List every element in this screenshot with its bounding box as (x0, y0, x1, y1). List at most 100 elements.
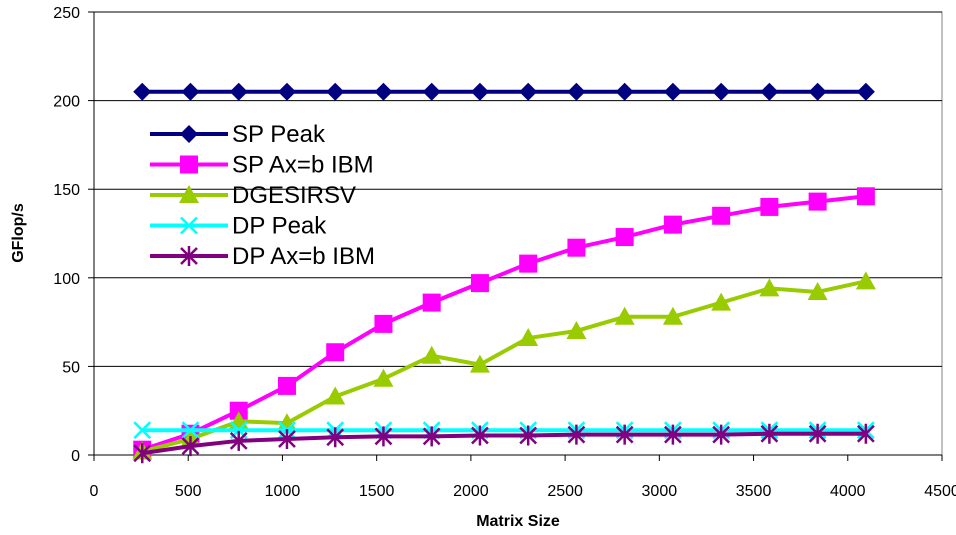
data-point (760, 197, 779, 216)
data-point (808, 423, 827, 444)
series-2 (132, 271, 876, 460)
legend-item: SP Ax=b IBM (150, 152, 374, 179)
data-point (711, 292, 732, 311)
data-point (856, 187, 875, 206)
data-point (229, 430, 248, 451)
legend-label: SP Ax=b IBM (232, 152, 374, 179)
data-point (277, 82, 296, 101)
data-point (181, 421, 200, 440)
data-point (229, 82, 248, 101)
y-axis-ticks: 0 50 100 150 200 250 (53, 5, 94, 465)
x-tick-label: 3500 (736, 483, 772, 500)
data-point (470, 274, 489, 293)
data-point (662, 306, 683, 325)
data-point (326, 82, 345, 101)
data-point (856, 82, 875, 101)
series-4 (133, 423, 875, 464)
data-point (325, 386, 346, 405)
y-tick-label: 0 (71, 448, 80, 465)
data-point (471, 425, 489, 446)
data-point (469, 354, 490, 373)
series-line (141, 431, 866, 456)
y-tick-label: 150 (53, 182, 80, 199)
legend-label: SP Peak (232, 121, 326, 148)
legend-marker (180, 155, 198, 174)
x-axis-ticks: 0 500 1000 1500 2000 2500 3000 3500 4000 4500 (90, 455, 956, 500)
y-tick-label: 50 (62, 359, 80, 376)
plot-area (93, 11, 943, 456)
data-point (422, 82, 441, 101)
data-point (807, 281, 828, 300)
x-tick-label: 2500 (547, 483, 583, 500)
data-point (133, 443, 152, 464)
legend-item: DP Peak (150, 213, 327, 240)
x-tick-label: 1000 (265, 483, 301, 500)
data-point (808, 82, 827, 101)
data-point (759, 278, 780, 297)
legend-label: DGESIRSV (232, 182, 356, 209)
legend-marker (180, 216, 198, 235)
data-point (760, 82, 779, 101)
data-point (326, 427, 345, 448)
data-point (519, 254, 538, 273)
data-point (567, 424, 586, 445)
data-point (712, 424, 731, 445)
data-point (663, 215, 682, 234)
x-tick-label: 0 (90, 483, 99, 500)
data-point (856, 423, 875, 444)
legend-marker (179, 185, 199, 203)
x-tick-label: 3000 (642, 483, 678, 500)
data-point (615, 228, 634, 247)
legend-item: DGESIRSV (150, 182, 356, 209)
data-point (519, 82, 538, 101)
data-point (374, 426, 393, 447)
data-point (615, 424, 634, 445)
data-point (663, 82, 682, 101)
series-line (141, 194, 867, 452)
y-tick-label: 200 (53, 94, 80, 111)
data-point (326, 343, 345, 362)
data-point (181, 436, 200, 457)
data-point (712, 82, 731, 101)
legend-marker (180, 125, 198, 143)
data-point (855, 271, 876, 290)
legend-item: SP Peak (150, 121, 326, 148)
x-tick-label: 2000 (453, 483, 489, 500)
data-point (615, 82, 634, 101)
data-point (566, 320, 587, 339)
series-1 (133, 187, 875, 459)
data-point (664, 424, 682, 445)
series-layer (132, 82, 876, 464)
x-axis-title: Matrix Size (476, 513, 560, 530)
x-tick-label: 1500 (359, 483, 395, 500)
data-point (133, 421, 152, 440)
data-point (277, 376, 296, 395)
legend-item: DP Ax=b IBM (150, 243, 375, 270)
legend: SP Peak SP Ax=b IBM DGESIRSV DP Peak DP Ax=b… (150, 121, 375, 270)
x-tick-label: 500 (175, 483, 202, 500)
legend-label: DP Peak (232, 213, 327, 240)
data-point (808, 192, 827, 211)
y-tick-label: 250 (53, 5, 80, 22)
data-point (421, 345, 442, 364)
legend-marker (180, 246, 198, 266)
series-line (141, 279, 867, 454)
data-point (519, 425, 538, 446)
data-point (760, 423, 779, 444)
data-point (422, 293, 441, 312)
series-0 (133, 82, 875, 101)
data-point (422, 426, 441, 447)
x-tick-label: 4500 (924, 483, 956, 500)
grid-lines (94, 11, 942, 367)
data-point (518, 328, 539, 347)
data-point (567, 238, 586, 257)
data-point (181, 82, 200, 101)
axes (93, 12, 942, 456)
data-point (470, 82, 489, 101)
data-point (374, 314, 393, 333)
data-point (614, 306, 635, 325)
legend-label: DP Ax=b IBM (232, 243, 375, 270)
data-point (229, 401, 248, 420)
x-tick-label: 4000 (830, 483, 866, 500)
